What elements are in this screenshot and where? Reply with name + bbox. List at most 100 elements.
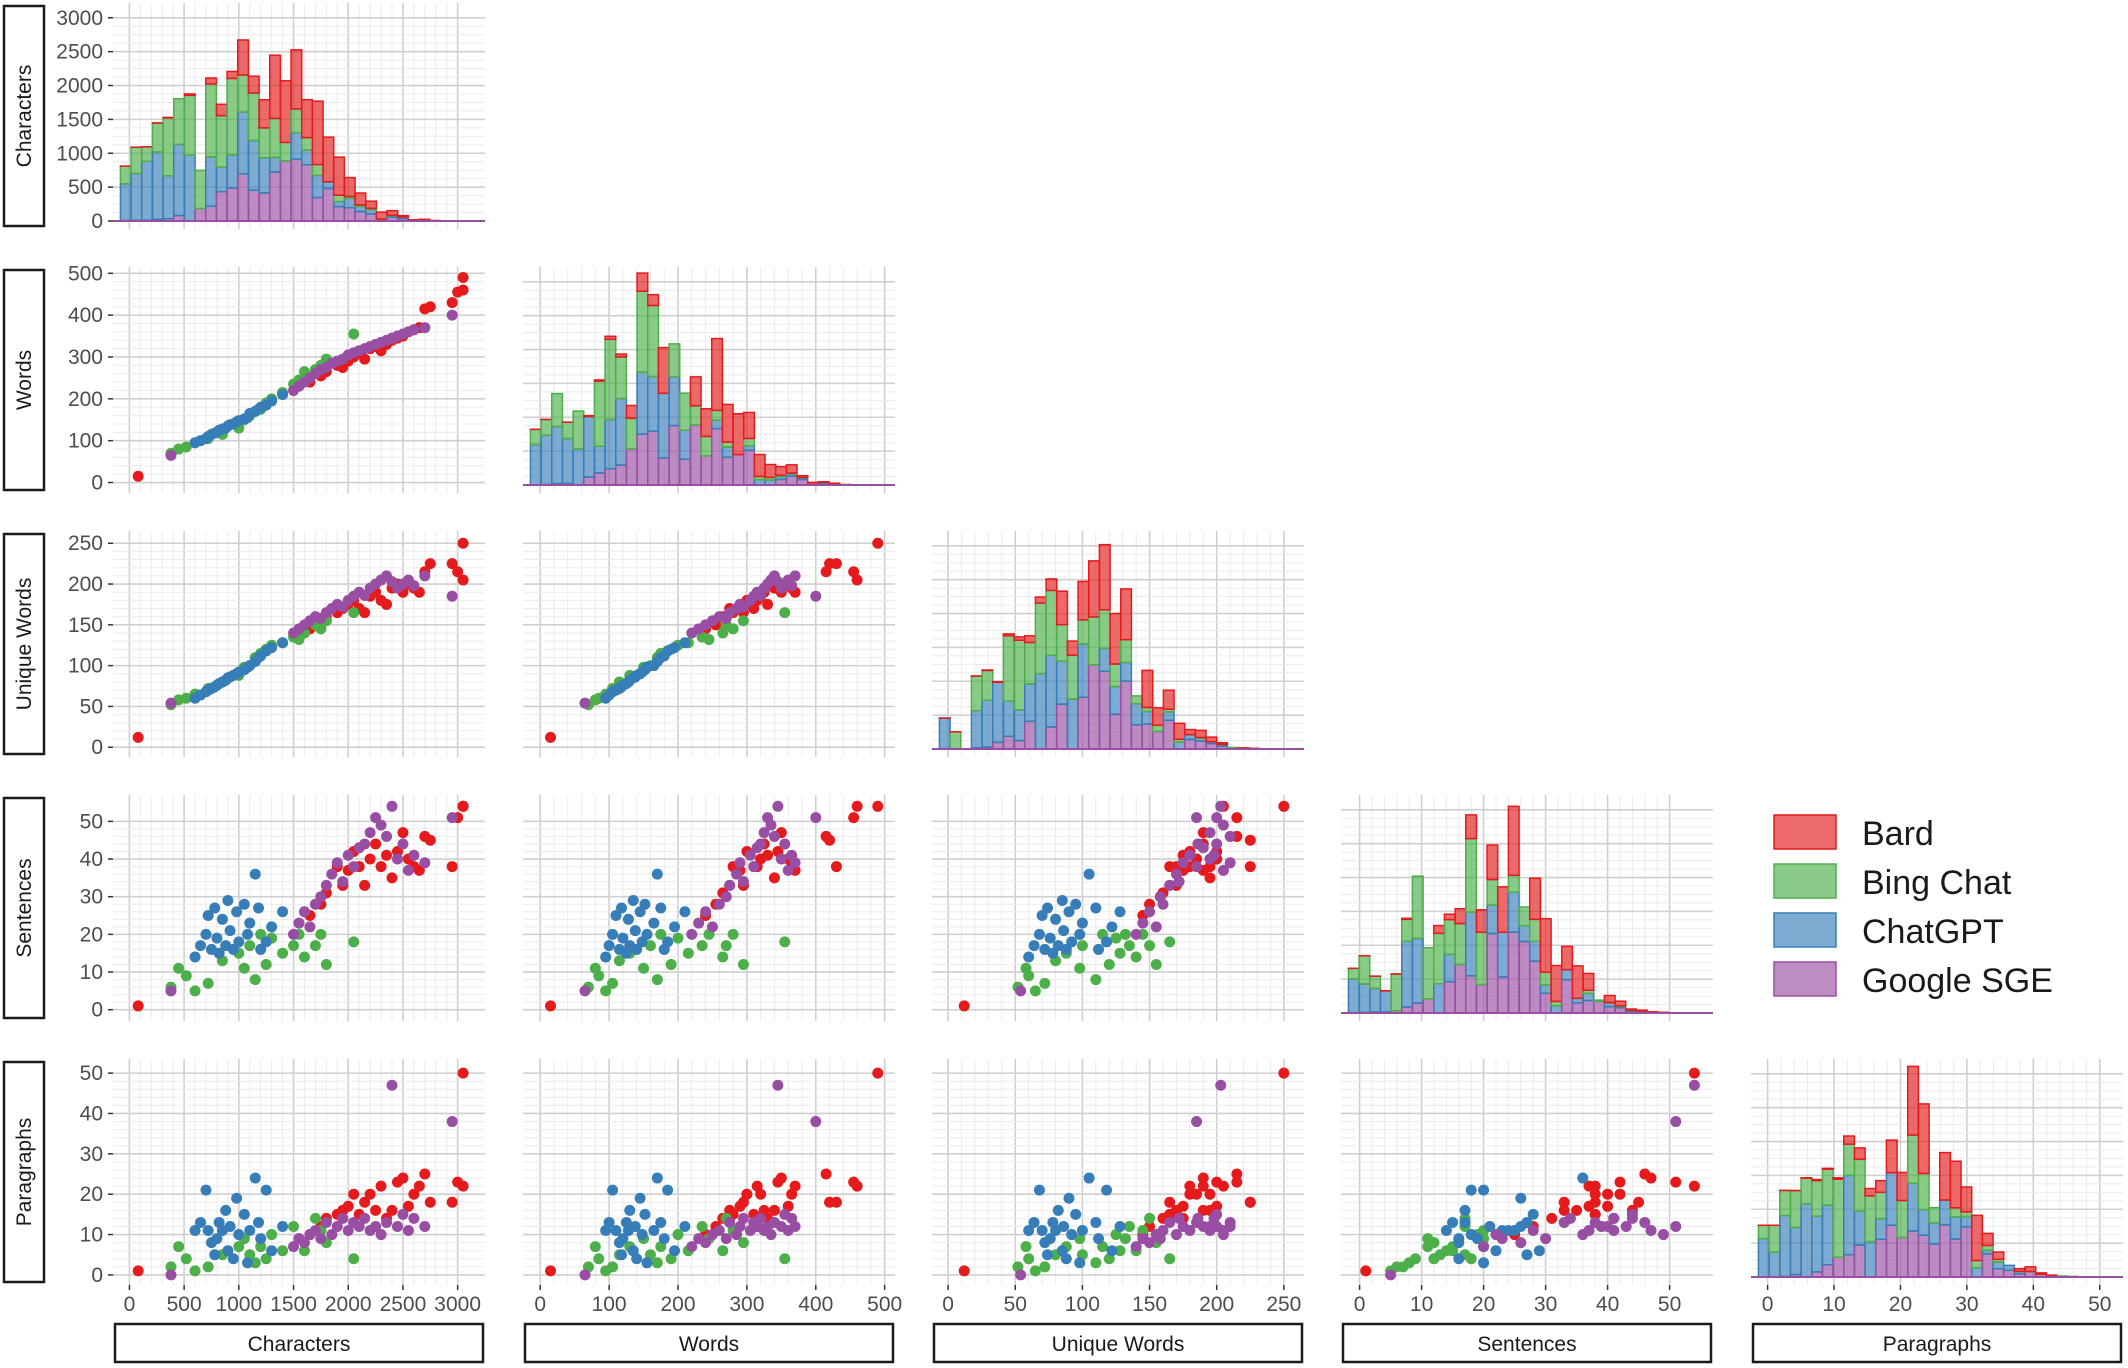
data-point-chatgpt [253, 1216, 265, 1228]
data-point-google-sge [1208, 1212, 1220, 1224]
column-strip-label: Paragraphs [1883, 1333, 1992, 1356]
data-point-google-sge [1191, 812, 1203, 824]
data-point-google-sge [165, 985, 177, 997]
data-point-google-sge [315, 1233, 327, 1245]
histogram-bar [583, 414, 596, 418]
data-point-google-sge [1608, 1212, 1620, 1224]
data-point-google-sge [391, 1220, 403, 1232]
histogram-bar [290, 131, 303, 160]
histogram-bar [300, 149, 314, 166]
histogram-bar [1077, 696, 1090, 750]
data-point-bing-chat [288, 1220, 300, 1232]
histogram-bar [593, 380, 606, 447]
data-point-bard [958, 1265, 970, 1277]
y-tick-label: 100 [68, 655, 103, 678]
data-point-bing-chat [348, 607, 360, 619]
y-tick-label: 2500 [56, 41, 103, 64]
histogram-bar [583, 415, 596, 478]
histogram-bar [1550, 1004, 1563, 1014]
y-tick-label: 30 [80, 886, 103, 909]
histogram-bar [700, 408, 713, 438]
data-point-chatgpt [195, 1216, 207, 1228]
data-point-google-sge [724, 879, 736, 891]
histogram-bar [354, 205, 367, 213]
data-point-bing-chat [717, 951, 729, 963]
data-point-chatgpt [679, 637, 691, 649]
data-point-google-sge [364, 827, 376, 839]
data-point-bard [751, 1180, 763, 1192]
data-point-bing-chat [1403, 1257, 1415, 1269]
data-point-google-sge [772, 1079, 784, 1091]
histogram-bar [1486, 932, 1499, 1014]
histogram-bar [540, 418, 553, 437]
panel-background [1341, 1059, 1713, 1285]
data-point-bard [1583, 1180, 1595, 1192]
histogram-bar [162, 175, 175, 220]
histogram-bar [1539, 992, 1552, 1014]
histogram-bar [1486, 844, 1499, 881]
data-point-chatgpt [1041, 1249, 1053, 1261]
histogram-bar [1013, 709, 1026, 742]
data-point-google-sge [331, 1220, 343, 1232]
data-point-bing-chat [189, 1265, 201, 1277]
data-point-chatgpt [202, 1225, 214, 1237]
x-tick-label: 0 [942, 1293, 954, 1316]
histogram-bar [646, 375, 660, 432]
data-point-chatgpt [1465, 1229, 1477, 1241]
x-tick-label: 3000 [434, 1293, 481, 1316]
histogram-bar [1917, 1234, 1930, 1278]
data-point-bing-chat [1103, 959, 1115, 970]
histogram-bar [1885, 1224, 1898, 1278]
data-point-chatgpt [277, 637, 289, 649]
data-point-bard [1184, 1180, 1196, 1192]
data-point-google-sge [789, 570, 801, 582]
histogram-bar [1614, 1000, 1627, 1007]
data-point-chatgpt [242, 928, 254, 940]
histogram-bar [1539, 917, 1552, 973]
data-point-google-sge [1670, 1220, 1682, 1232]
data-point-chatgpt [610, 910, 622, 922]
histogram-bar [1853, 1210, 1866, 1246]
data-point-google-sge [737, 1212, 749, 1224]
y-tick-label: 30 [80, 1143, 103, 1166]
y-tick-label: 50 [80, 1062, 103, 1085]
histogram-bar [1906, 1230, 1920, 1278]
data-point-google-sge [348, 861, 360, 873]
data-point-chatgpt [255, 1233, 267, 1245]
y-tick-label: 200 [68, 573, 103, 596]
histogram-bar [1183, 728, 1197, 736]
x-tick-label: 0 [1354, 1293, 1366, 1316]
column-strip-label: Characters [248, 1333, 351, 1356]
data-point-chatgpt [224, 925, 236, 937]
data-point-chatgpt [220, 1204, 232, 1216]
data-point-bing-chat [244, 940, 256, 952]
histogram-bar [1475, 931, 1488, 986]
histogram-bar [2002, 1269, 2016, 1278]
histogram-bar [1119, 680, 1133, 750]
data-point-google-sge [789, 857, 801, 869]
data-point-google-sge [765, 1229, 777, 1241]
column-strip-sentences: Sentences [1341, 1322, 1713, 1364]
data-point-chatgpt [1066, 936, 1078, 948]
data-point-google-sge [765, 819, 777, 831]
data-point-bing-chat [1123, 1220, 1135, 1232]
data-point-bing-chat [255, 1241, 267, 1253]
data-point-chatgpt [1106, 921, 1118, 933]
histogram-bar [1496, 886, 1510, 934]
histogram-bar [1843, 1174, 1856, 1256]
histogram-bar [226, 154, 239, 189]
legend-swatch [1773, 863, 1837, 899]
histogram-bar [226, 77, 239, 156]
data-point-google-sge [1595, 1220, 1607, 1232]
histogram-bar [215, 103, 228, 117]
histogram-bar [615, 464, 628, 486]
legend-entry-google-sge: Google SGE [1773, 961, 2053, 1000]
histogram-bar [1055, 623, 1069, 662]
data-point-bing-chat [665, 959, 677, 970]
data-point-bard [824, 834, 836, 846]
data-point-chatgpt [249, 1172, 261, 1184]
data-point-chatgpt [662, 936, 674, 948]
data-point-google-sge [775, 853, 787, 865]
histogram-bar [646, 293, 660, 307]
